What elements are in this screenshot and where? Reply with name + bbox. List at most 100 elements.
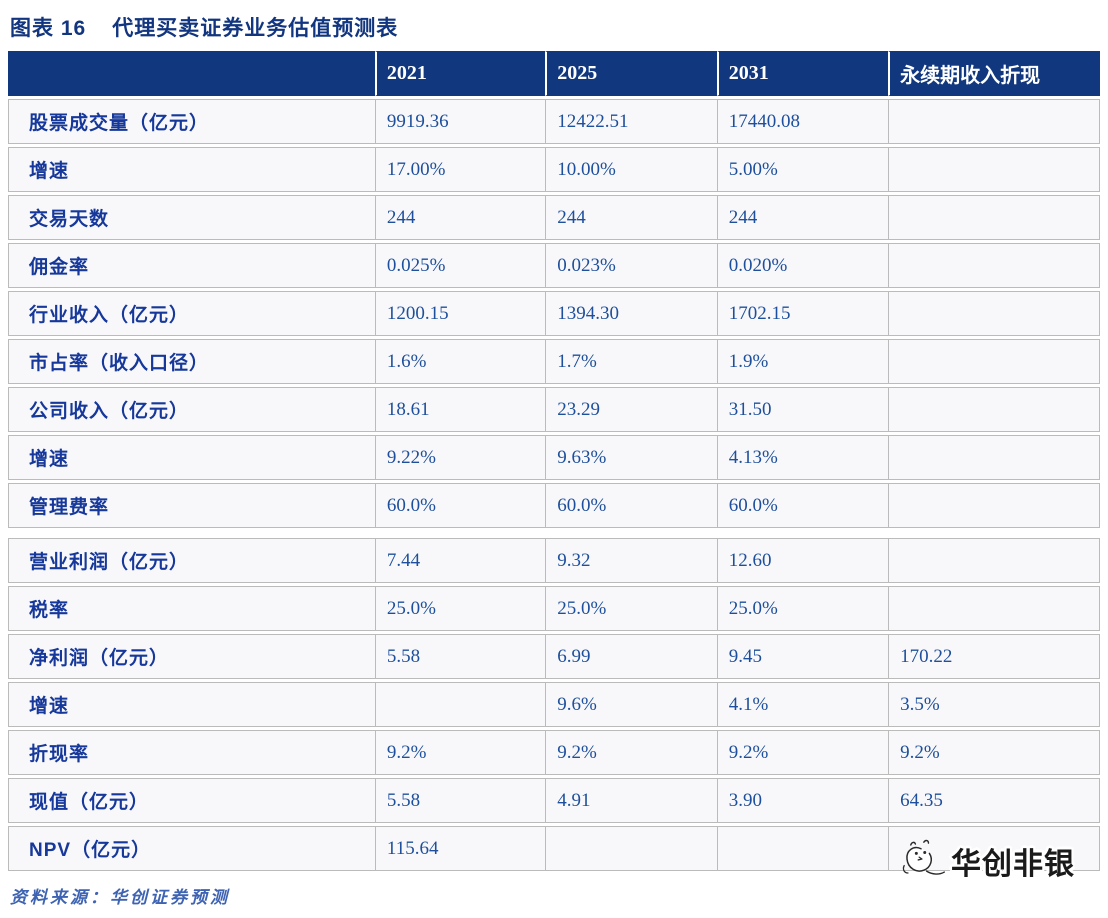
- table-row: 市占率（收入口径） 1.6% 1.7% 1.9%: [8, 339, 1100, 384]
- row-value: 10.00%: [545, 147, 717, 192]
- row-value: 64.35: [888, 778, 1100, 823]
- row-value: 12422.51: [545, 99, 717, 144]
- valuation-forecast-table: 2021 2025 2031 永续期收入折现 股票成交量（亿元） 9919.36 1…: [8, 48, 1100, 874]
- header-cell-2021: 2021: [374, 51, 546, 96]
- row-value: [888, 291, 1100, 336]
- row-value: 9.6%: [545, 682, 717, 727]
- row-value: 1702.15: [716, 291, 889, 336]
- row-label: 增速: [8, 147, 375, 192]
- source-note: 资料来源：华创证券预测: [10, 888, 230, 907]
- row-value: 1394.30: [545, 291, 717, 336]
- header-cell-rowlabel: [8, 51, 375, 96]
- row-value: 4.1%: [716, 682, 889, 727]
- row-value: 244: [716, 195, 889, 240]
- row-value: 1200.15: [374, 291, 546, 336]
- row-value: 0.020%: [716, 243, 889, 288]
- row-label: 营业利润（亿元）: [8, 538, 375, 583]
- row-value: 9.2%: [374, 730, 546, 775]
- row-value: 31.50: [716, 387, 889, 432]
- row-value: 9.2%: [888, 730, 1100, 775]
- header-cell-perpetual: 永续期收入折现: [888, 51, 1100, 96]
- row-value: [888, 195, 1100, 240]
- row-value: [888, 538, 1100, 583]
- row-value: 9919.36: [374, 99, 546, 144]
- figure-title: 图表 16 代理买卖证券业务估值预测表: [8, 8, 1100, 42]
- row-label: 公司收入（亿元）: [8, 387, 375, 432]
- row-value: 3.5%: [888, 682, 1100, 727]
- table-row: 税率 25.0% 25.0% 25.0%: [8, 586, 1100, 631]
- row-value: [888, 483, 1100, 528]
- table-row: 增速 17.00% 10.00% 5.00%: [8, 147, 1100, 192]
- row-label: 税率: [8, 586, 375, 631]
- row-label: 折现率: [8, 730, 375, 775]
- table-row: 行业收入（亿元） 1200.15 1394.30 1702.15: [8, 291, 1100, 336]
- row-value: [888, 586, 1100, 631]
- row-label: 交易天数: [8, 195, 375, 240]
- table-row: NPV（亿元） 115.64: [8, 826, 1100, 871]
- header-cell-2031: 2031: [716, 51, 889, 96]
- row-value: 244: [374, 195, 546, 240]
- row-value: [888, 387, 1100, 432]
- row-value: 5.58: [374, 634, 546, 679]
- row-value: [545, 826, 717, 871]
- row-value: 17440.08: [716, 99, 889, 144]
- table-row: 增速 9.6% 4.1% 3.5%: [8, 682, 1100, 727]
- row-label: NPV（亿元）: [8, 826, 375, 871]
- figure-title-text: 代理买卖证券业务估值预测表: [112, 17, 399, 40]
- row-value: 170.22: [888, 634, 1100, 679]
- table-body: 股票成交量（亿元） 9919.36 12422.51 17440.08 增速 17.00%…: [8, 99, 1100, 871]
- row-label: 增速: [8, 435, 375, 480]
- figure-number: 图表 16: [10, 17, 87, 40]
- row-value: 6.99: [545, 634, 717, 679]
- row-value: 5.58: [374, 778, 546, 823]
- row-label: 增速: [8, 682, 375, 727]
- row-value: 25.0%: [374, 586, 546, 631]
- row-value: 5.00%: [716, 147, 889, 192]
- row-value: 1.9%: [716, 339, 889, 384]
- row-value: 9.2%: [545, 730, 717, 775]
- row-value: 23.29: [545, 387, 717, 432]
- row-value: 7.44: [374, 538, 546, 583]
- row-value: 0.023%: [545, 243, 717, 288]
- row-value: [888, 147, 1100, 192]
- row-value: 0.025%: [374, 243, 546, 288]
- table-row: 公司收入（亿元） 18.61 23.29 31.50: [8, 387, 1100, 432]
- row-label: 佣金率: [8, 243, 375, 288]
- table-row: 现值（亿元） 5.58 4.91 3.90 64.35: [8, 778, 1100, 823]
- row-value: [888, 99, 1100, 144]
- row-value: 17.00%: [374, 147, 546, 192]
- table-row: 股票成交量（亿元） 9919.36 12422.51 17440.08: [8, 99, 1100, 144]
- row-value: 115.64: [374, 826, 546, 871]
- table-row: 佣金率 0.025% 0.023% 0.020%: [8, 243, 1100, 288]
- table-row: 折现率 9.2% 9.2% 9.2% 9.2%: [8, 730, 1100, 775]
- row-value: 4.91: [545, 778, 717, 823]
- row-value: 60.0%: [545, 483, 717, 528]
- row-value: 9.45: [716, 634, 889, 679]
- row-label: 现值（亿元）: [8, 778, 375, 823]
- row-value: 60.0%: [374, 483, 546, 528]
- row-value: 25.0%: [545, 586, 717, 631]
- section-spacer: [8, 531, 1100, 535]
- row-value: 25.0%: [716, 586, 889, 631]
- row-label: 行业收入（亿元）: [8, 291, 375, 336]
- table-header-row: 2021 2025 2031 永续期收入折现: [8, 51, 1100, 96]
- table-row: 增速 9.22% 9.63% 4.13%: [8, 435, 1100, 480]
- row-value: [888, 339, 1100, 384]
- row-value: 12.60: [716, 538, 889, 583]
- header-cell-2025: 2025: [545, 51, 717, 96]
- row-value: 9.63%: [545, 435, 717, 480]
- row-value: 1.6%: [374, 339, 546, 384]
- row-label: 市占率（收入口径）: [8, 339, 375, 384]
- row-value: 9.32: [545, 538, 717, 583]
- table-row: 营业利润（亿元） 7.44 9.32 12.60: [8, 538, 1100, 583]
- table-row: 管理费率 60.0% 60.0% 60.0%: [8, 483, 1100, 528]
- row-value: 60.0%: [716, 483, 889, 528]
- row-label: 管理费率: [8, 483, 375, 528]
- row-label: 股票成交量（亿元）: [8, 99, 375, 144]
- row-value: 9.22%: [374, 435, 546, 480]
- row-value: 9.2%: [716, 730, 889, 775]
- row-value: 18.61: [374, 387, 546, 432]
- row-value: [374, 682, 546, 727]
- row-value: [888, 243, 1100, 288]
- table-row: 净利润（亿元） 5.58 6.99 9.45 170.22: [8, 634, 1100, 679]
